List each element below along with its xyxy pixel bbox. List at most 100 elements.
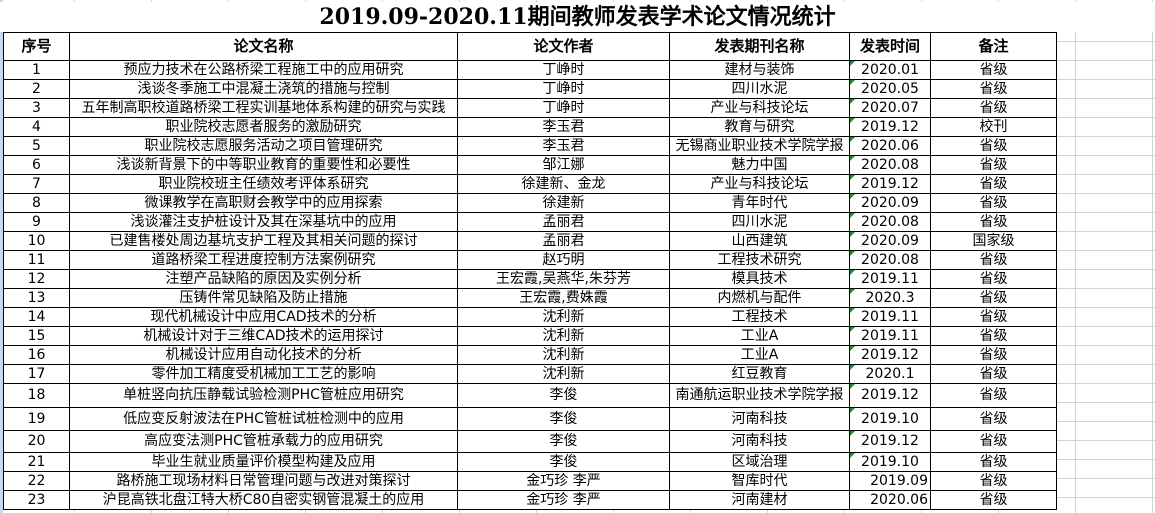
cell-no[interactable]: 2 [3,79,70,99]
cell-time[interactable]: 2019.12 [849,383,931,408]
cell-no[interactable]: 23 [3,490,70,510]
cell-no[interactable]: 12 [3,269,70,289]
cell-author[interactable]: 王宏霞,吴燕华,朱芬芳 [457,269,670,289]
cell-note[interactable]: 省级 [930,98,1057,118]
cell-note[interactable]: 省级 [930,79,1057,99]
cell-no[interactable]: 10 [3,231,70,251]
cell-author[interactable]: 金巧珍 李严 [457,471,670,491]
cell-time[interactable]: 2020.01 [849,60,931,80]
cell-journal[interactable]: 四川水泥 [669,79,850,99]
cell-name[interactable]: 机械设计应用自动化技术的分析 [69,345,458,365]
cell-time[interactable]: 2019.11 [849,326,931,346]
cell-no[interactable]: 8 [3,193,70,213]
cell-time[interactable]: 2020.08 [849,155,931,175]
cell-time[interactable]: 2020.1 [849,364,931,384]
header-time[interactable]: 发表时间 [849,32,931,61]
cell-journal[interactable]: 工业A [669,345,850,365]
cell-no[interactable]: 16 [3,345,70,365]
cell-note[interactable]: 校刊 [930,117,1057,137]
cell-journal[interactable]: 工业A [669,326,850,346]
cell-author[interactable]: 李俊 [457,383,670,408]
cell-journal[interactable]: 青年时代 [669,193,850,213]
cell-time[interactable]: 2020.07 [849,98,931,118]
cell-no[interactable]: 11 [3,250,70,270]
sheet-title[interactable]: 2019.09-2020.11期间教师发表学术论文情况统计 [0,2,1155,32]
header-note[interactable]: 备注 [930,32,1057,61]
cell-time[interactable]: 2019.12 [849,117,931,137]
cell-name[interactable]: 零件加工精度受机械加工工艺的影响 [69,364,458,384]
cell-time[interactable]: 2020.08 [849,212,931,232]
cell-note[interactable]: 省级 [930,407,1057,431]
cell-author[interactable]: 沈利新 [457,345,670,365]
cell-name[interactable]: 浅谈新背景下的中等职业教育的重要性和必要性 [69,155,458,175]
cell-journal[interactable]: 红豆教育 [669,364,850,384]
cell-note[interactable]: 国家级 [930,231,1057,251]
cell-name[interactable]: 毕业生就业质量评价模型构建及应用 [69,452,458,472]
cell-time[interactable]: 2019.12 [849,174,931,194]
cell-time[interactable]: 2020.09 [849,231,931,251]
cell-note[interactable]: 省级 [930,383,1057,408]
cell-name[interactable]: 预应力技术在公路桥梁工程施工中的应用研究 [69,60,458,80]
cell-note[interactable]: 省级 [930,471,1057,491]
cell-name[interactable]: 职业院校班主任绩效考评体系研究 [69,174,458,194]
cell-note[interactable]: 省级 [930,174,1057,194]
cell-time[interactable]: 2019.11 [849,307,931,327]
cell-journal[interactable]: 建材与装饰 [669,60,850,80]
cell-author[interactable]: 孟丽君 [457,212,670,232]
cell-author[interactable]: 李玉君 [457,136,670,156]
cell-note[interactable]: 省级 [930,288,1057,308]
cell-time[interactable]: 2019.11 [849,269,931,289]
cell-journal[interactable]: 河南建材 [669,490,850,510]
cell-name[interactable]: 职业院校志愿者服务的激励研究 [69,117,458,137]
cell-journal[interactable]: 区域治理 [669,452,850,472]
header-name[interactable]: 论文名称 [69,32,458,61]
cell-no[interactable]: 3 [3,98,70,118]
cell-name[interactable]: 注塑产品缺陷的原因及实例分析 [69,269,458,289]
header-author[interactable]: 论文作者 [457,32,670,61]
cell-no[interactable]: 6 [3,155,70,175]
cell-name[interactable]: 低应变反射波法在PHC管桩试桩检测中的应用 [69,407,458,431]
cell-note[interactable]: 省级 [930,60,1057,80]
cell-no[interactable]: 4 [3,117,70,137]
cell-journal[interactable]: 无锡商业职业技术学院学报 [669,136,850,156]
cell-note[interactable]: 省级 [930,307,1057,327]
cell-author[interactable]: 王宏霞,费姝霞 [457,288,670,308]
cell-time[interactable]: 2020.08 [849,250,931,270]
cell-journal[interactable]: 产业与科技论坛 [669,98,850,118]
cell-name[interactable]: 浅谈冬季施工中混凝土浇筑的措施与控制 [69,79,458,99]
cell-journal[interactable]: 四川水泥 [669,212,850,232]
cell-author[interactable]: 李俊 [457,407,670,431]
cell-note[interactable]: 省级 [930,452,1057,472]
cell-name[interactable]: 道路桥梁工程进度控制方法案例研究 [69,250,458,270]
cell-author[interactable]: 徐建新、金龙 [457,174,670,194]
cell-name[interactable]: 五年制高职校道路桥梁工程实训基地体系构建的研究与实践 [69,98,458,118]
cell-no[interactable]: 5 [3,136,70,156]
cell-note[interactable]: 省级 [930,345,1057,365]
cell-name[interactable]: 已建售楼处周边基坑支护工程及其相关问题的探讨 [69,231,458,251]
cell-time[interactable]: 2019.12 [849,430,931,453]
cell-author[interactable]: 邹江娜 [457,155,670,175]
cell-note[interactable]: 省级 [930,155,1057,175]
cell-author[interactable]: 李俊 [457,452,670,472]
cell-time[interactable]: 2019.10 [849,452,931,472]
cell-author[interactable]: 李玉君 [457,117,670,137]
cell-no[interactable]: 9 [3,212,70,232]
cell-time[interactable]: 2020.05 [849,79,931,99]
cell-author[interactable]: 丁峥时 [457,60,670,80]
cell-note[interactable]: 省级 [930,269,1057,289]
cell-author[interactable]: 徐建新 [457,193,670,213]
cell-journal[interactable]: 模具技术 [669,269,850,289]
cell-name[interactable]: 压铸件常见缺陷及防止措施 [69,288,458,308]
cell-name[interactable]: 微课教学在高职财会教学中的应用探索 [69,193,458,213]
cell-no[interactable]: 14 [3,307,70,327]
cell-journal[interactable]: 内燃机与配件 [669,288,850,308]
cell-author[interactable]: 丁峥时 [457,79,670,99]
cell-note[interactable]: 省级 [930,490,1057,510]
cell-journal[interactable]: 产业与科技论坛 [669,174,850,194]
cell-no[interactable]: 21 [3,452,70,472]
cell-author[interactable]: 沈利新 [457,307,670,327]
cell-note[interactable]: 省级 [930,326,1057,346]
cell-no[interactable]: 22 [3,471,70,491]
cell-journal[interactable]: 智库时代 [669,471,850,491]
cell-journal[interactable]: 工程技术研究 [669,250,850,270]
